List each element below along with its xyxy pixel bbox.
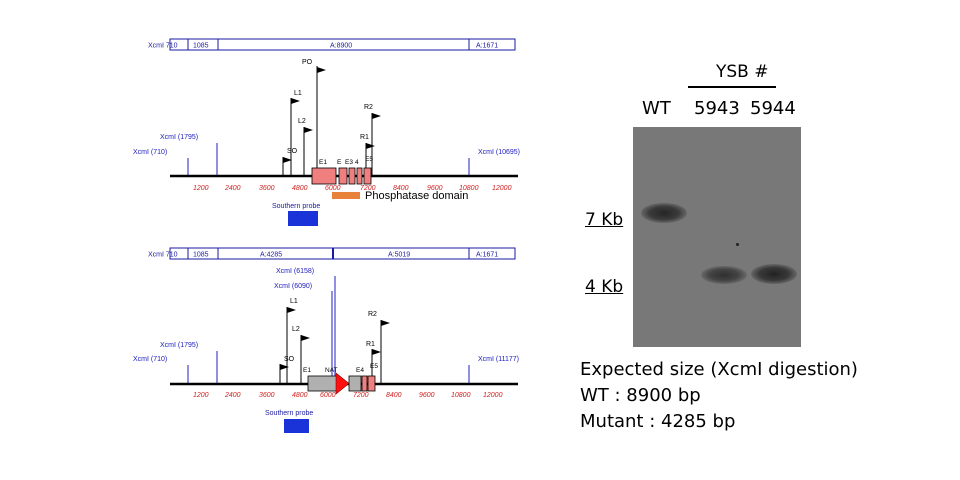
mut-site-1795: XcmI (1795) bbox=[160, 342, 198, 349]
wt-primers: PO L1 L2 SO R2 R1 bbox=[282, 59, 381, 175]
wt-site-1795: XcmI (1795) bbox=[160, 134, 198, 141]
wt-primer-po: PO bbox=[302, 59, 313, 66]
wt-exon-e1: E1 bbox=[319, 159, 327, 166]
wt-tick: 2400 bbox=[224, 185, 241, 192]
mutant-segment-bar: XcmI 710 1085 A:4285 A:5019 A:1671 bbox=[148, 247, 516, 260]
wt-seg-a8900: A:8900 bbox=[330, 43, 352, 50]
band-wt-7kb bbox=[641, 203, 687, 223]
wt-tick: 1200 bbox=[193, 185, 209, 192]
wt-seg-1085: 1085 bbox=[193, 43, 209, 50]
mut-tick: 3600 bbox=[259, 392, 275, 399]
mut-primer-r1: R1 bbox=[366, 341, 375, 348]
mut-site-6090: XcmI (6090) bbox=[274, 283, 312, 290]
wt-tick: 6000 bbox=[325, 185, 341, 192]
blot-group-label: YSB # bbox=[716, 62, 769, 82]
wt-primer-r1: R1 bbox=[360, 134, 369, 141]
marker-7kb: 7 Kb bbox=[585, 210, 624, 230]
mut-nat-bar bbox=[307, 375, 339, 392]
lane-label-5943: 5943 bbox=[694, 98, 740, 119]
mut-exon-e5-box bbox=[367, 375, 376, 392]
mut-tick: 12000 bbox=[483, 392, 503, 399]
band-5944-4kb bbox=[751, 264, 797, 284]
mut-primer-l1: L1 bbox=[290, 298, 298, 305]
wt-site-710: XcmI (710) bbox=[133, 149, 167, 156]
wt-exon-4: 4 bbox=[355, 159, 359, 166]
wt-southern-probe-label: Southern probe bbox=[272, 203, 320, 210]
mut-primer-r2: R2 bbox=[368, 311, 377, 318]
wt-exon-e5: E5 bbox=[365, 156, 373, 163]
mut-nat-label: NAT bbox=[325, 367, 338, 374]
mut-tick: 4800 bbox=[292, 392, 308, 399]
mut-southern-probe-bar bbox=[284, 419, 309, 433]
wt-exons: E1 E E3 4 E5 bbox=[311, 156, 373, 185]
blot-speck bbox=[736, 243, 739, 246]
wt-tick: 12000 bbox=[492, 185, 512, 192]
wt-tick: 8400 bbox=[393, 185, 409, 192]
maps-svg: XcmI 710 1085 A:8900 A:1671 XcmI (1795) … bbox=[133, 38, 520, 433]
mut-exon-e4: E4 bbox=[356, 367, 364, 374]
wt-tick: 9600 bbox=[427, 185, 443, 192]
mut-exon-e5: E5 bbox=[370, 363, 378, 370]
mut-tick: 7200 bbox=[353, 392, 369, 399]
mut-primer-l2: L2 bbox=[292, 326, 300, 333]
wt-tick: 3600 bbox=[259, 185, 275, 192]
mut-seg-1085: 1085 bbox=[193, 252, 209, 259]
wt-exon-e: E bbox=[337, 159, 342, 166]
mut-seg-xcmi: XcmI 710 bbox=[148, 252, 178, 259]
mut-tick: 2400 bbox=[224, 392, 241, 399]
marker-4kb: 4 Kb bbox=[585, 277, 624, 297]
wt-segment-bar: XcmI 710 1085 A:8900 A:1671 bbox=[148, 38, 516, 51]
wt-site-10695: XcmI (10695) bbox=[478, 149, 520, 156]
wt-primer-l2: L2 bbox=[298, 118, 306, 125]
mut-tick: 8400 bbox=[386, 392, 402, 399]
wt-tick: 10800 bbox=[459, 185, 479, 192]
mut-site-6158: XcmI (6158) bbox=[276, 268, 314, 275]
wt-seg-xcmi: XcmI 710 bbox=[148, 43, 178, 50]
mut-tick: 9600 bbox=[419, 392, 435, 399]
mut-seg-a5019: A:5019 bbox=[388, 252, 410, 259]
mut-seg-a4285: A:4285 bbox=[260, 252, 282, 259]
mut-southern-probe-label: Southern probe bbox=[265, 410, 313, 417]
caption-title: Expected size (XcmI digestion) bbox=[580, 359, 858, 380]
mutant-ruler: 1200 2400 3600 4800 6000 7200 8400 9600 … bbox=[193, 392, 503, 399]
mut-tick: 10800 bbox=[451, 392, 471, 399]
wt-tick: 7200 bbox=[360, 185, 376, 192]
lane-label-wt: WT bbox=[642, 98, 671, 119]
wt-exon-e3: E3 bbox=[345, 159, 353, 166]
mut-exon-e1: E1 bbox=[303, 367, 311, 374]
mut-site-11177: XcmI (11177) bbox=[478, 356, 519, 363]
wt-seg-a1671: A:1671 bbox=[476, 43, 498, 50]
caption-wt: WT : 8900 bp bbox=[580, 385, 701, 406]
wt-phosphatase-domain-bar bbox=[332, 192, 360, 199]
southern-blot-image bbox=[633, 127, 801, 347]
mut-primer-so: SO bbox=[284, 356, 295, 363]
mutant-primers: L1 L2 SO R2 R1 bbox=[279, 298, 390, 384]
caption-mutant: Mutant : 4285 bp bbox=[580, 411, 736, 432]
wt-primer-r2: R2 bbox=[364, 104, 373, 111]
wt-tick: 4800 bbox=[292, 185, 308, 192]
mut-exon-e4-box bbox=[361, 375, 368, 392]
wt-phosphatase-domain-label: Phosphatase domain bbox=[365, 190, 468, 202]
mut-seg-a1671: A:1671 bbox=[476, 252, 498, 259]
wt-southern-probe-bar bbox=[288, 211, 318, 226]
mut-nat-arrow bbox=[335, 372, 350, 395]
blot-group-underline bbox=[688, 86, 776, 88]
mut-nat-tail bbox=[348, 375, 362, 392]
lane-label-5944: 5944 bbox=[750, 98, 796, 119]
mut-tick: 1200 bbox=[193, 392, 209, 399]
band-5943-4kb bbox=[701, 266, 747, 284]
mut-tick: 6000 bbox=[320, 392, 336, 399]
wt-primer-l1: L1 bbox=[294, 90, 302, 97]
wt-primer-so: SO bbox=[287, 148, 298, 155]
wt-ruler: 1200 2400 3600 4800 6000 7200 8400 9600 … bbox=[193, 185, 512, 192]
mut-site-710: XcmI (710) bbox=[133, 356, 167, 363]
